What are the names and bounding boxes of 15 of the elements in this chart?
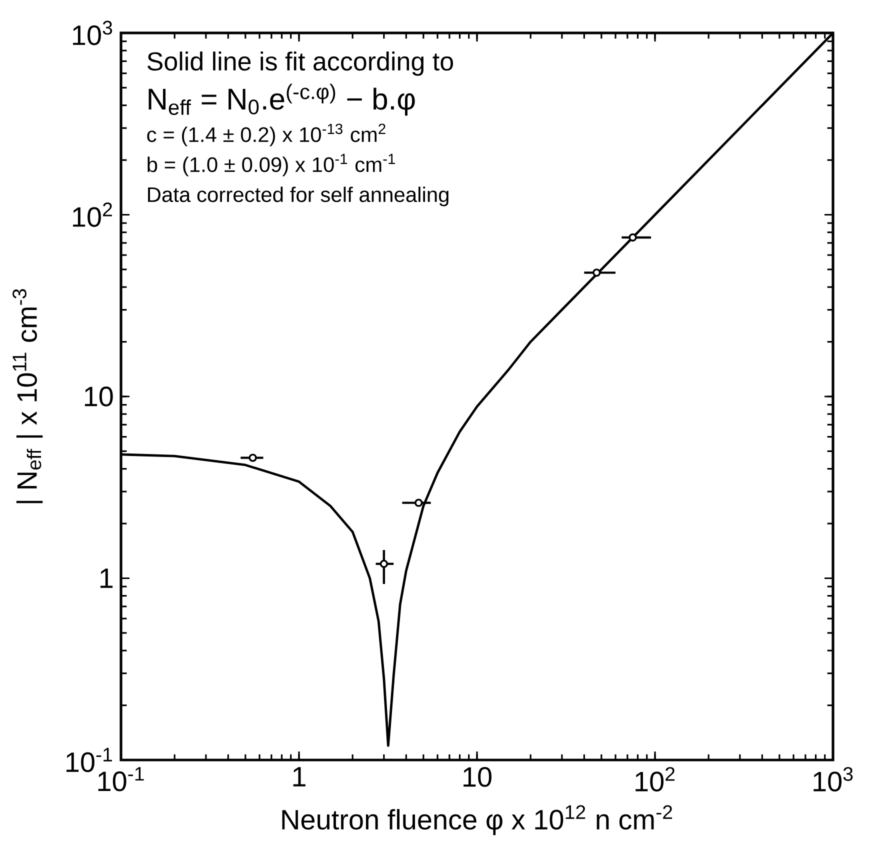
annotation: N$_{eff}$ = N$_{0}$.e$^{(-c.φ)}$ − b.φ (148, 84, 415, 116)
y-tick-label: 10 (84, 386, 113, 406)
x-tick-label: 10 (464, 767, 492, 787)
x-tick-label: 10$^{3}$ (814, 767, 853, 792)
annotation: Data corrected for self annealing (148, 186, 448, 206)
annotation: Solid line is fit according to (148, 52, 453, 76)
y-axis-title: | N$_{eff}$ | x 10$^{11}$ cm$^{-3}$ (12, 289, 43, 504)
y-tick-label: 1 (100, 568, 113, 588)
annotation: c = (1.4 ± 0.2) x 10$^{-13}$ cm$^{2}$ (147, 124, 386, 146)
annotation: b = (1.0 ± 0.09) x 10$^{-1}$ cm$^{-1}$ (148, 154, 395, 176)
x-tick-label: 1 (293, 767, 306, 786)
x-tick-label: 10$^{2}$ (636, 767, 675, 792)
y-tick-label: 10$^{3}$ (73, 20, 112, 46)
x-axis-title: Neutron fluence φ x 10$^{12}$ n cm$^{-2}$ (282, 805, 672, 836)
y-tick-label: 10$^{2}$ (73, 202, 112, 227)
